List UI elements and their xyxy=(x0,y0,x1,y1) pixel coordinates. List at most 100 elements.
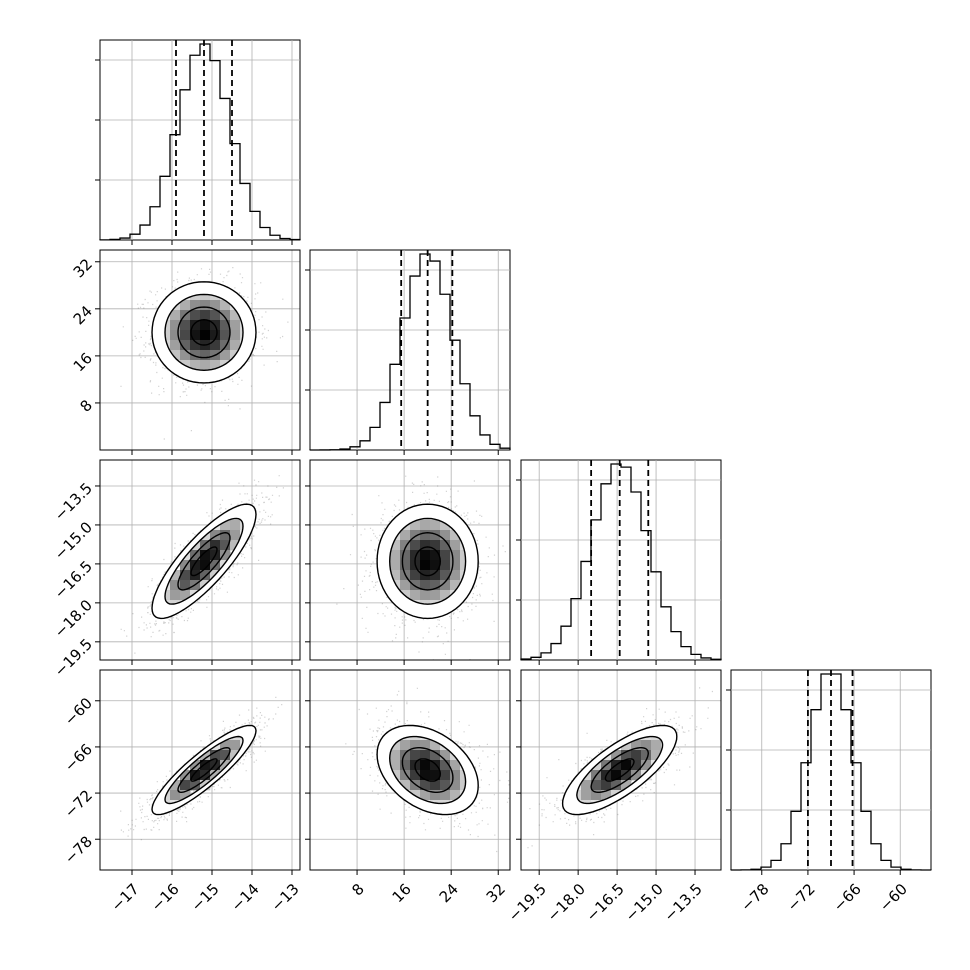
density-cell xyxy=(430,570,441,581)
histogram-step xyxy=(99,43,301,241)
density-cell xyxy=(420,560,431,571)
density-cell xyxy=(220,300,231,311)
density-cell xyxy=(220,340,231,351)
density-cell xyxy=(230,340,241,351)
panel-frame xyxy=(99,39,301,241)
density-cell xyxy=(220,750,231,761)
x-tick-label: −18.0 xyxy=(544,880,589,925)
density-cell xyxy=(430,520,441,531)
y-tick-label: −66 xyxy=(61,740,96,775)
density-cell xyxy=(180,320,191,331)
density-cell xyxy=(180,560,191,571)
density-cell xyxy=(410,520,421,531)
density-cell xyxy=(631,750,642,761)
density-cell xyxy=(440,760,451,771)
y-tick-label: 16 xyxy=(70,349,96,375)
density-cell xyxy=(210,540,221,551)
contour-line xyxy=(164,293,244,372)
density-cell xyxy=(390,570,401,581)
contour-line xyxy=(164,517,244,605)
density-cell xyxy=(200,540,211,551)
density-cell xyxy=(190,310,201,321)
density-cell xyxy=(400,530,411,541)
density-cell xyxy=(170,590,181,601)
histogram-panel-2 xyxy=(305,249,511,455)
density-cell xyxy=(410,570,421,581)
density-cell xyxy=(200,760,211,771)
density-cell xyxy=(170,320,181,331)
density-cell xyxy=(420,760,431,771)
contour-band xyxy=(562,725,677,815)
y-tick-label: −78 xyxy=(61,833,96,868)
density-cell xyxy=(200,350,211,361)
y-tick-label: −19.5 xyxy=(51,635,96,680)
density-cell xyxy=(170,580,181,591)
density-cell xyxy=(220,520,231,531)
density-cell xyxy=(430,790,441,801)
density-cell xyxy=(420,520,431,531)
panel-frame xyxy=(520,669,722,871)
density-cell xyxy=(170,310,181,321)
density-cell xyxy=(180,300,191,311)
density-cell xyxy=(420,540,431,551)
contour-line xyxy=(414,546,442,577)
panel-content xyxy=(100,267,289,440)
density-cell xyxy=(200,300,211,311)
panel-frame xyxy=(99,459,301,661)
density-cell xyxy=(420,590,431,601)
density-cell xyxy=(430,550,441,561)
panel-content xyxy=(527,687,713,849)
density-cell xyxy=(420,790,431,801)
density-cell xyxy=(190,760,201,771)
density-cell xyxy=(410,770,421,781)
x-tick-label: −60 xyxy=(876,880,911,915)
y-tick-label: −13.5 xyxy=(51,479,96,524)
contour-line xyxy=(177,306,231,359)
panel-frame xyxy=(520,459,722,661)
density-cell xyxy=(410,540,421,551)
x-tick-label: −17 xyxy=(108,880,143,915)
x-tick-label: −15 xyxy=(188,880,223,915)
y-tick-label: −16.5 xyxy=(51,557,96,602)
density-cell xyxy=(641,740,652,751)
y-tick-label: 8 xyxy=(77,396,96,415)
density-cell xyxy=(200,320,211,331)
density-cell xyxy=(210,330,221,341)
density-cell xyxy=(430,740,441,751)
density-cell xyxy=(190,320,201,331)
density-cell xyxy=(400,740,411,751)
density-cell xyxy=(180,330,191,341)
density-cell xyxy=(440,560,451,571)
density-cell xyxy=(200,360,211,371)
density-cell xyxy=(190,340,201,351)
y-tick-label: −72 xyxy=(61,786,96,821)
density-cell xyxy=(180,790,191,801)
density-cell xyxy=(641,760,652,771)
histogram-panel-1 xyxy=(95,39,301,245)
density-cell xyxy=(430,760,441,771)
density-cell xyxy=(170,350,181,361)
density-cell xyxy=(430,530,441,541)
density-cell xyxy=(190,350,201,361)
contour-line xyxy=(576,735,664,805)
density-panel-4-3 xyxy=(516,669,722,875)
density-cell xyxy=(410,740,421,751)
density-cell xyxy=(210,530,221,541)
density-cell xyxy=(180,580,191,591)
x-tick-label: −78 xyxy=(737,880,772,915)
density-cell xyxy=(200,570,211,581)
y-tick-label: −60 xyxy=(61,694,96,729)
contour-band xyxy=(152,504,256,619)
density-cell xyxy=(400,780,411,791)
density-cell xyxy=(450,540,461,551)
panel-content xyxy=(120,475,284,654)
density-panel-3-2 xyxy=(305,459,511,665)
density-cell xyxy=(190,560,201,571)
density-cell xyxy=(170,780,181,791)
density-cell xyxy=(430,540,441,551)
density-cell xyxy=(420,550,431,561)
density-cell xyxy=(390,740,401,751)
contour-line xyxy=(177,531,231,591)
density-cell xyxy=(631,740,642,751)
